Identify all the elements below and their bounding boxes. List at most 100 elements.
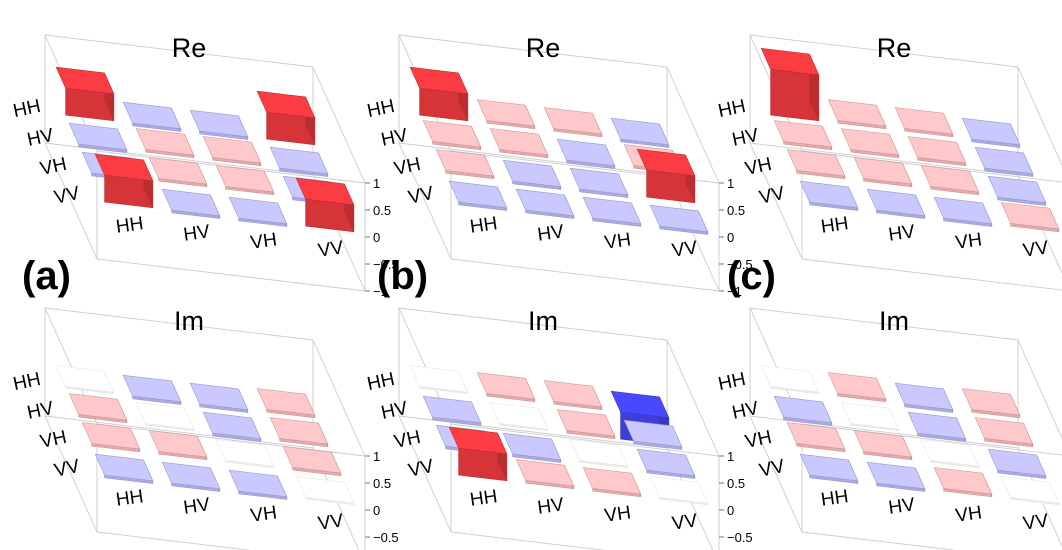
bar: [840, 402, 900, 432]
bar-top-face: [148, 430, 208, 458]
frame-edge: [450, 258, 720, 292]
bar-top-face: [122, 374, 182, 403]
bar-top-face: [422, 395, 482, 424]
bar-top-face: [827, 372, 887, 400]
z-tick-label: −0.5: [727, 530, 753, 545]
column-labels: HH HV VH VV: [115, 213, 345, 261]
bar-top-face: [476, 99, 536, 127]
chart-panel-2: Re 1 0.5 0 −0.5 −1 HH HV VH VV HH HV VH VV: [365, 33, 752, 299]
bar: [135, 128, 195, 159]
bar-top-face: [282, 446, 342, 474]
bar-top-face: [202, 136, 262, 164]
bar-top-face: [760, 365, 820, 393]
bar-top-face: [81, 422, 141, 450]
bar-top-face: [786, 149, 846, 177]
bar: [282, 446, 342, 477]
frame-edge: [749, 142, 1019, 176]
bar-top-face: [94, 453, 154, 482]
bar: [256, 90, 316, 146]
frame-edge: [801, 258, 1062, 291]
column-label: HH: [820, 486, 850, 511]
column-label: HV: [536, 221, 565, 246]
bars: [760, 365, 1060, 506]
row-label: VH: [743, 427, 773, 453]
bar-top-face: [987, 448, 1047, 477]
z-tick-label: 1: [727, 449, 734, 464]
bar: [122, 374, 182, 405]
bar: [515, 459, 575, 490]
bar-top-face: [569, 167, 629, 196]
bar: [556, 409, 616, 440]
row-label: HV: [25, 398, 56, 424]
row-label: VH: [392, 427, 422, 453]
bar-top-face: [94, 153, 154, 182]
bar: [94, 453, 154, 484]
bar-top-face: [409, 365, 469, 393]
z-tick-label: 0: [727, 230, 734, 245]
z-tick-label: 0: [373, 230, 380, 245]
row-labels: HH HV VH VV: [716, 369, 787, 482]
bar: [987, 175, 1047, 206]
column-labels: HH HV VH VV: [469, 213, 699, 261]
column-labels: HH HV VH VV: [820, 213, 1050, 261]
bar-top-face: [269, 146, 329, 175]
column-labels: HH HV VH VV: [820, 486, 1050, 534]
bar-top-face: [295, 476, 355, 504]
bar: [623, 419, 683, 450]
row-label: VV: [406, 456, 435, 482]
frame-edge: [801, 531, 957, 550]
bar: [55, 66, 115, 122]
bar: [636, 448, 696, 479]
row-label: HV: [379, 125, 410, 151]
z-tick-label: 0: [373, 503, 380, 518]
bar-top-face: [907, 411, 967, 440]
bar: [476, 99, 536, 130]
bar: [569, 167, 629, 198]
bar: [853, 157, 913, 188]
bar: [295, 177, 355, 233]
bar: [148, 157, 208, 188]
bar-top-face: [799, 180, 859, 209]
bar-top-face: [933, 196, 993, 225]
bar-top-face: [974, 146, 1034, 175]
bar-top-face: [295, 177, 355, 206]
bar: [81, 422, 141, 453]
bar-top-face: [161, 188, 221, 217]
bar-top-face: [215, 165, 275, 193]
bar-top-face: [556, 138, 616, 167]
bar: [161, 461, 221, 492]
row-label: HH: [11, 369, 42, 395]
bar: [974, 146, 1034, 177]
frame-edge: [44, 415, 314, 449]
column-label: HV: [887, 221, 916, 246]
z-tick-label: 1: [373, 449, 380, 464]
column-label: VH: [603, 229, 632, 253]
bar-top-face: [799, 453, 859, 482]
bars: [55, 66, 355, 233]
bar: [786, 422, 846, 453]
z-tick-label: 0: [727, 503, 734, 518]
bar: [610, 117, 670, 148]
frame-edge: [450, 423, 720, 457]
bar-top-face: [55, 365, 115, 393]
z-tick-label: −0.5: [373, 530, 399, 545]
bar-top-face: [933, 467, 993, 495]
bar: [987, 448, 1047, 479]
bar-top-face: [649, 476, 709, 504]
z-tick-label: 0.5: [373, 476, 391, 491]
bar: [448, 180, 508, 211]
bar-top-face: [582, 196, 642, 225]
bar: [202, 136, 262, 167]
bar-top-face: [135, 402, 195, 430]
bar: [55, 365, 115, 395]
bar-top-face: [489, 128, 549, 156]
bar: [189, 109, 249, 140]
bar-top-face: [202, 411, 262, 440]
column-label: VH: [603, 502, 632, 526]
bar: [515, 188, 575, 219]
row-label: VH: [743, 154, 773, 180]
z-axis-ticks: 10.50−0.5−1: [365, 449, 399, 545]
bars: [409, 66, 709, 235]
